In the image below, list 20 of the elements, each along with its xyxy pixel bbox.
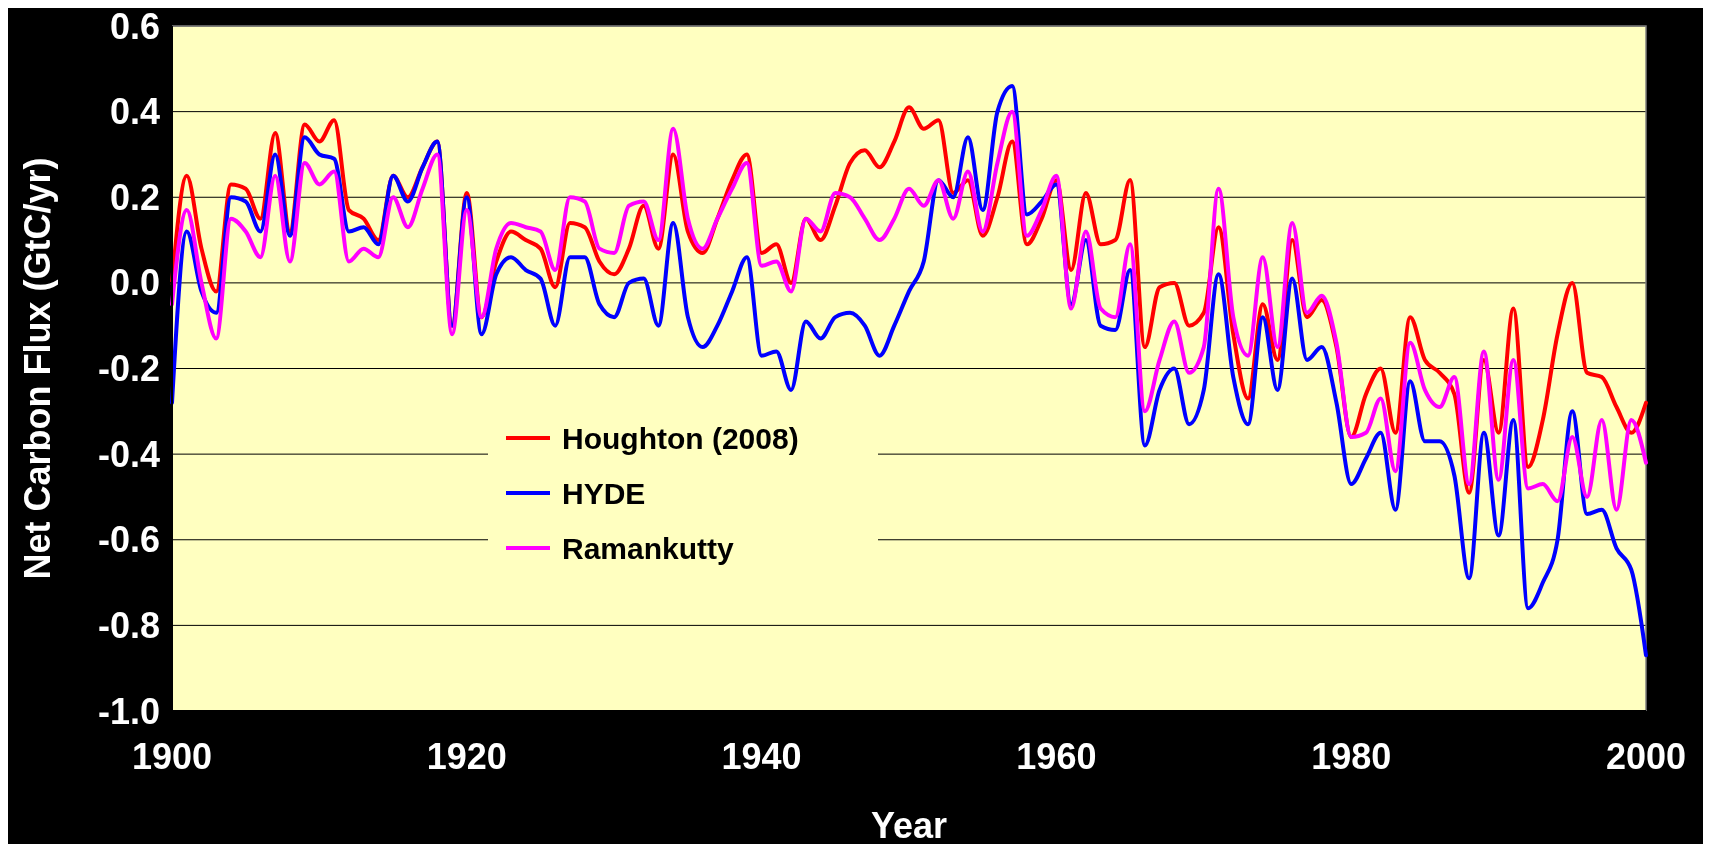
y-tick-label: -1.0 (97, 690, 160, 732)
x-tick-label: 2000 (1605, 736, 1687, 777)
y-tick-label: -0.8 (97, 604, 160, 646)
legend-label: Houghton (2008) (562, 421, 799, 455)
x-tick-label: 1900 (131, 736, 213, 777)
y-tick-label: 0.4 (109, 91, 160, 133)
x-axis-title: Year (870, 805, 948, 846)
legend-label: HYDE (562, 476, 646, 510)
y-tick-label: -0.6 (97, 519, 160, 561)
y-tick-label: -0.2 (97, 348, 160, 390)
x-tick-label: 1960 (1016, 736, 1097, 777)
x-tick-label: 1920 (426, 736, 507, 777)
x-tick-label: 1940 (721, 736, 802, 777)
legend-label: Ramankutty (562, 531, 735, 565)
y-axis-title: Net Carbon Flux (GtC/yr) (17, 157, 58, 580)
x-tick-label: 1980 (1311, 736, 1392, 777)
y-tick-label: 0.2 (109, 176, 160, 218)
y-tick-label: -0.4 (97, 433, 160, 475)
y-tick-label: 0.6 (109, 5, 160, 47)
y-tick-label: 0.0 (109, 262, 160, 304)
